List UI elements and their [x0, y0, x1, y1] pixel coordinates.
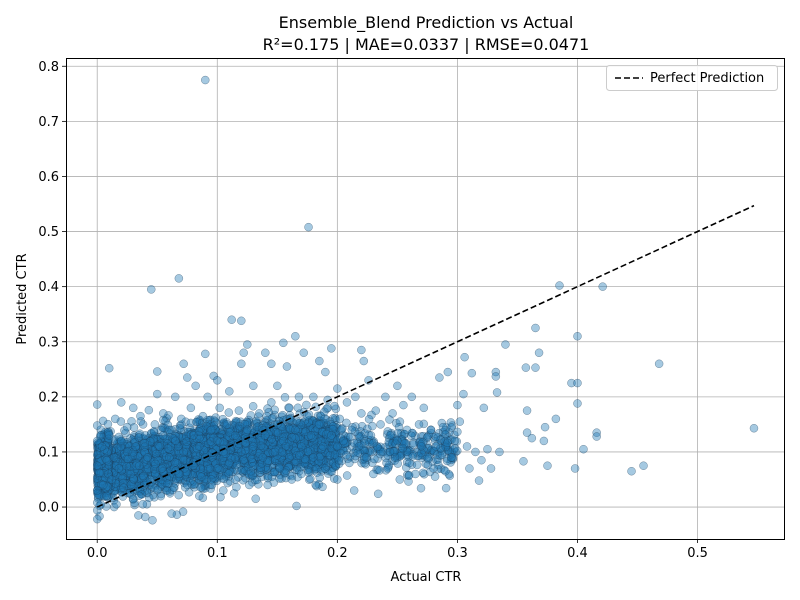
scatter-point	[304, 468, 313, 477]
scatter-point	[130, 500, 139, 510]
scatter-point	[431, 432, 441, 441]
scatter-point	[337, 425, 346, 434]
scatter-point	[408, 440, 418, 449]
scatter-point	[144, 405, 154, 415]
scatter-point	[342, 471, 352, 480]
scatter-point	[163, 444, 173, 453]
scatter-point	[441, 483, 451, 493]
scatter-point	[315, 473, 325, 482]
scatter-point	[138, 420, 148, 429]
scatter-point	[273, 428, 283, 438]
scatter-point	[256, 441, 266, 451]
scatter-point	[311, 402, 321, 412]
scatter-point	[219, 474, 229, 484]
scatter-point	[248, 402, 258, 411]
scatter-point	[418, 468, 428, 478]
scatter-point	[224, 408, 234, 417]
scatter-point	[398, 443, 407, 453]
scatter-point	[295, 451, 304, 460]
scatter-point	[287, 433, 297, 442]
scatter-point	[369, 438, 378, 448]
scatter-point	[172, 510, 182, 519]
scatter-point	[416, 483, 426, 493]
scatter-point	[153, 485, 162, 495]
scatter-point	[262, 411, 271, 421]
scatter-point	[122, 461, 131, 471]
scatter-point	[181, 417, 190, 426]
scatter-point	[293, 403, 303, 413]
scatter-point	[103, 419, 113, 429]
scatter-point	[368, 421, 377, 431]
scatter-point	[393, 428, 403, 438]
scatter-point	[123, 454, 133, 464]
scatter-point	[280, 393, 290, 402]
scatter-point	[232, 482, 241, 492]
scatter-point	[412, 460, 422, 470]
scatter-point	[174, 490, 183, 500]
chart-subtitle: R²=0.175 | MAE=0.0337 | RMSE=0.0471	[263, 35, 590, 54]
scatter-point	[238, 476, 248, 485]
scatter-point	[158, 431, 168, 440]
scatter-point	[252, 475, 262, 485]
scatter-point	[342, 450, 351, 460]
scatter-point	[447, 423, 456, 432]
scatter-point	[196, 483, 205, 492]
scatter-point	[452, 446, 462, 456]
scatter-point	[443, 438, 452, 448]
scatter-point	[140, 438, 149, 448]
scatter-point	[430, 472, 440, 481]
chart-title: Ensemble_Blend Prediction vs Actual	[279, 13, 574, 33]
scatter-point	[311, 464, 321, 473]
scatter-points	[92, 75, 759, 525]
scatter-point	[302, 400, 311, 410]
scatter-point	[178, 507, 188, 516]
scatter-point	[241, 439, 250, 448]
scatter-point	[196, 472, 206, 482]
